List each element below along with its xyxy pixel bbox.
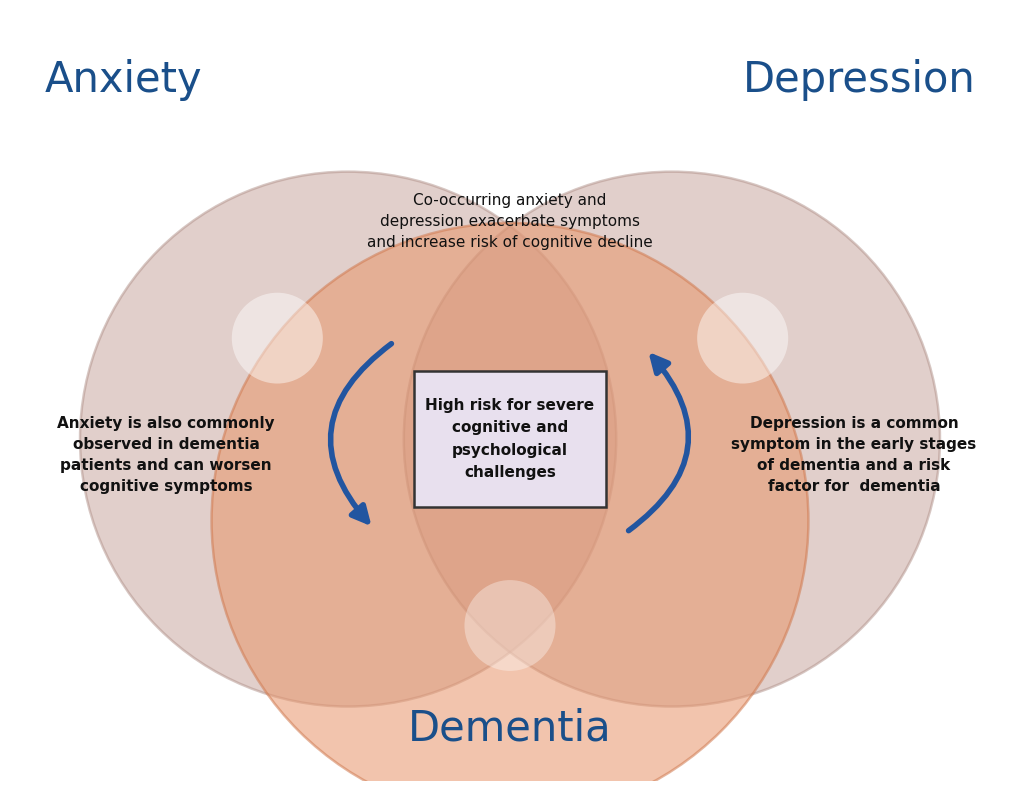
Ellipse shape	[464, 580, 555, 671]
Text: Depression: Depression	[742, 59, 974, 100]
Ellipse shape	[79, 172, 615, 706]
Ellipse shape	[696, 293, 788, 384]
Text: Dementia: Dementia	[408, 708, 611, 750]
Ellipse shape	[231, 293, 323, 384]
FancyBboxPatch shape	[414, 371, 605, 507]
Text: Depression is a common
symptom in the early stages
of dementia and a risk
factor: Depression is a common symptom in the ea…	[731, 415, 975, 494]
Ellipse shape	[404, 172, 940, 706]
Text: Co-occurring anxiety and
depression exacerbate symptoms
and increase risk of cog: Co-occurring anxiety and depression exac…	[367, 193, 652, 250]
Ellipse shape	[211, 223, 808, 785]
Text: Anxiety is also commonly
observed in dementia
patients and can worsen
cognitive : Anxiety is also commonly observed in dem…	[57, 415, 274, 494]
Text: Anxiety: Anxiety	[45, 59, 202, 100]
Text: High risk for severe
cognitive and
psychological
challenges: High risk for severe cognitive and psych…	[425, 398, 594, 480]
